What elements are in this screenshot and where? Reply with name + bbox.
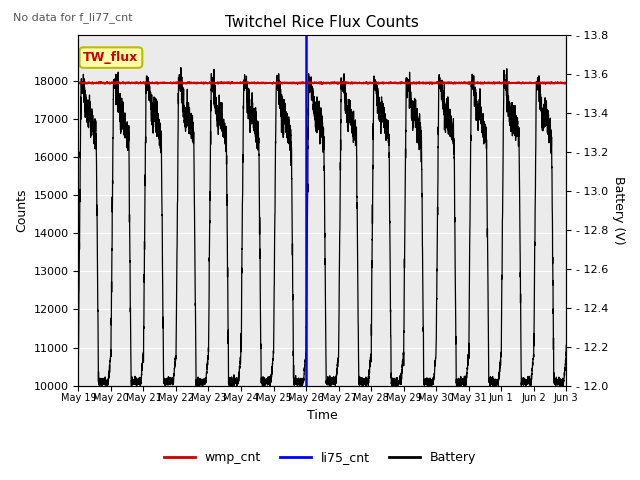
Y-axis label: Counts: Counts — [15, 189, 28, 232]
Legend: wmp_cnt, li75_cnt, Battery: wmp_cnt, li75_cnt, Battery — [159, 446, 481, 469]
Text: No data for f_li77_cnt: No data for f_li77_cnt — [13, 12, 132, 23]
Y-axis label: Battery (V): Battery (V) — [612, 176, 625, 245]
Text: TW_flux: TW_flux — [83, 51, 138, 64]
X-axis label: Time: Time — [307, 409, 338, 422]
Title: Twitchel Rice Flux Counts: Twitchel Rice Flux Counts — [225, 15, 419, 30]
